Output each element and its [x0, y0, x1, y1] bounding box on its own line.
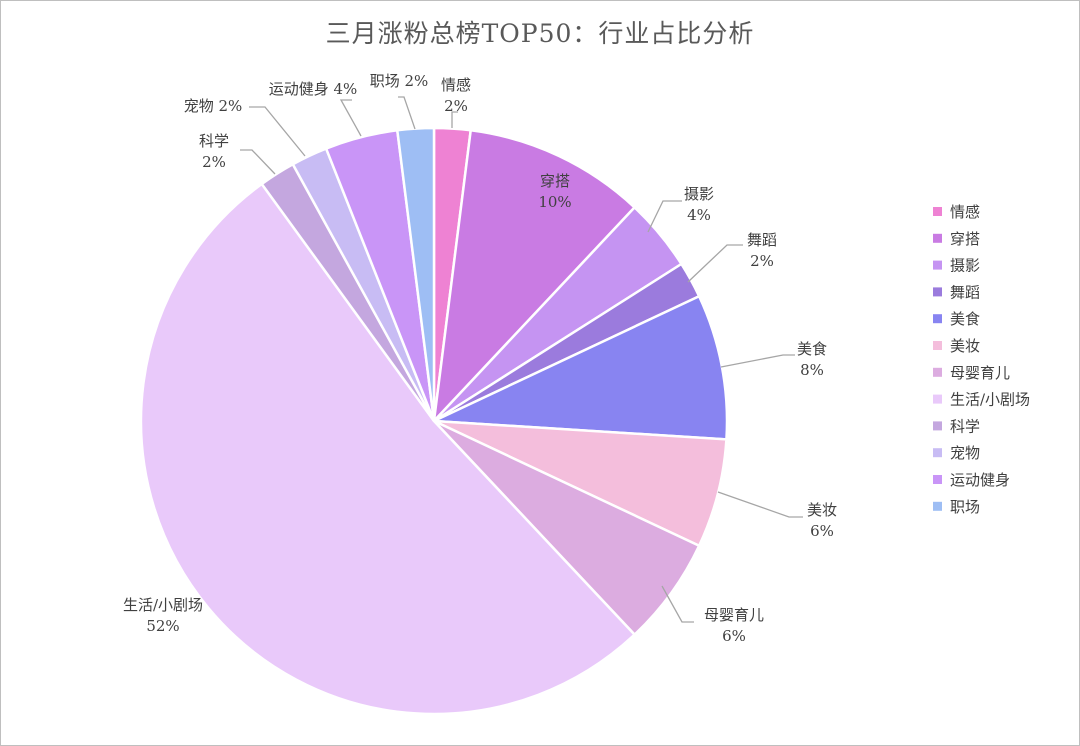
- data-label: 2%: [202, 153, 226, 171]
- data-label: 美妆: [807, 501, 837, 519]
- legend-swatch: [933, 287, 942, 297]
- data-label: 科学: [199, 132, 229, 150]
- leader-line: [249, 106, 306, 157]
- chart-title: 三月涨粉总榜TOP50：行业占比分析: [325, 19, 755, 48]
- legend-swatch: [933, 421, 942, 431]
- legend-swatch: [933, 314, 942, 324]
- legend-swatch: [933, 448, 942, 458]
- data-label: 6%: [810, 522, 834, 540]
- legend-label[interactable]: 科学: [950, 417, 980, 435]
- legend-label[interactable]: 母婴育儿: [950, 364, 1010, 382]
- data-label: 舞蹈: [747, 231, 777, 249]
- data-label: 8%: [800, 361, 824, 379]
- pie-slice[interactable]: [139, 182, 637, 716]
- legend-swatch: [933, 475, 942, 484]
- legend-swatch: [933, 501, 942, 511]
- data-label: 情感: [441, 76, 471, 94]
- leader-line: [451, 111, 458, 128]
- leader-line: [240, 149, 276, 175]
- data-label: 母婴育儿: [704, 606, 764, 624]
- leader-line: [398, 96, 416, 130]
- leader-line: [720, 354, 795, 368]
- leader-line: [717, 491, 803, 518]
- legend-swatch: [933, 260, 942, 270]
- legend-swatch: [933, 367, 942, 377]
- legend-swatch: [933, 233, 942, 243]
- data-label: 52%: [146, 617, 179, 635]
- leader-line: [687, 244, 743, 283]
- legend-label[interactable]: 美食: [950, 310, 980, 328]
- leader-line: [647, 200, 682, 233]
- data-label: 宠物 2%: [184, 97, 243, 115]
- leader-line: [661, 585, 694, 623]
- legend-label[interactable]: 生活/小剧场: [950, 391, 1030, 409]
- data-label: 职场 2%: [370, 72, 429, 90]
- data-label: 4%: [687, 206, 711, 224]
- data-label: 运动健身 4%: [269, 80, 358, 98]
- leader-line: [339, 99, 362, 137]
- legend-swatch: [933, 394, 942, 404]
- data-label: 6%: [722, 627, 746, 645]
- pie-slices: [139, 126, 729, 716]
- legend-swatch: [933, 341, 942, 350]
- legend-label[interactable]: 情感: [950, 203, 980, 221]
- data-label: 美食: [797, 340, 827, 358]
- legend-label[interactable]: 职场: [950, 498, 980, 516]
- data-label: 摄影: [684, 185, 714, 203]
- pie-slice[interactable]: [433, 294, 729, 441]
- pie-slice[interactable]: [432, 128, 637, 425]
- data-labels: 情感 2% 穿搭 10% 摄影 4% 舞蹈 2% 美食 8% 美妆 6% 母婴育儿 6% 生活/小剧场 52%…: [123, 72, 837, 645]
- legend-label[interactable]: 运动健身: [950, 471, 1010, 489]
- data-label: 穿搭: [540, 172, 570, 190]
- legend-label[interactable]: 穿搭: [950, 230, 980, 248]
- legend-swatch: [933, 207, 942, 216]
- legend-label[interactable]: 美妆: [950, 337, 980, 355]
- data-label: 10%: [538, 193, 571, 211]
- data-label: 生活/小剧场: [123, 596, 203, 614]
- legend-label[interactable]: 宠物: [950, 444, 980, 462]
- legend-label[interactable]: 摄影: [950, 257, 980, 275]
- leader-lines: [240, 96, 803, 623]
- legend-label[interactable]: 舞蹈: [950, 283, 980, 301]
- data-label: 2%: [444, 97, 468, 115]
- data-label: 2%: [750, 252, 774, 270]
- pie-slice[interactable]: [395, 126, 436, 422]
